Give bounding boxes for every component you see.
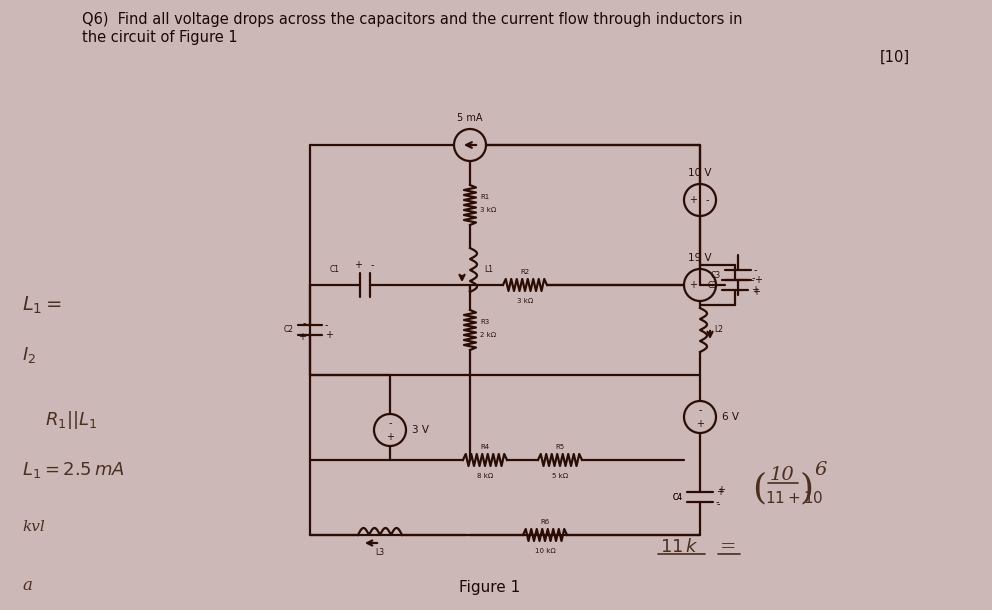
Text: $L_1=2.5\,mA$: $L_1=2.5\,mA$: [22, 460, 125, 480]
Text: R3: R3: [480, 319, 489, 325]
Text: 2 kΩ: 2 kΩ: [480, 332, 496, 338]
Text: +: +: [696, 419, 704, 429]
Text: C4: C4: [673, 492, 683, 501]
Text: -: -: [751, 275, 755, 285]
Text: -: -: [705, 280, 708, 290]
Text: +: +: [751, 285, 759, 295]
Text: 6: 6: [814, 461, 826, 479]
Text: +: +: [354, 260, 362, 270]
Text: kvl: kvl: [22, 520, 45, 534]
Text: C3: C3: [711, 270, 721, 279]
Text: L3: L3: [375, 548, 385, 557]
Text: 5 kΩ: 5 kΩ: [552, 473, 568, 479]
Text: a: a: [22, 576, 32, 594]
Text: C3: C3: [708, 281, 718, 290]
Text: +: +: [752, 287, 760, 297]
Text: 6 V: 6 V: [722, 412, 739, 422]
Text: -: -: [717, 499, 720, 509]
Text: =: =: [720, 538, 736, 556]
Text: -: -: [370, 260, 374, 270]
Text: $I_2$: $I_2$: [22, 345, 36, 365]
Text: Figure 1: Figure 1: [459, 580, 521, 595]
Text: L1: L1: [484, 265, 493, 275]
Text: $\mathit{11\,k}$: $\mathit{11\,k}$: [660, 538, 698, 556]
Text: 19 V: 19 V: [688, 253, 712, 263]
Text: 8 kΩ: 8 kΩ: [477, 473, 493, 479]
Text: 10: 10: [770, 466, 795, 484]
Text: +: +: [716, 487, 724, 497]
Text: $L_1=$: $L_1=$: [22, 295, 62, 315]
Text: -: -: [325, 320, 328, 330]
Text: -: -: [754, 265, 758, 275]
Text: 10 V: 10 V: [688, 168, 711, 178]
Text: -: -: [716, 497, 719, 507]
Text: -: -: [303, 318, 306, 328]
Text: $R_1||L_1$: $R_1||L_1$: [45, 409, 97, 431]
Text: +: +: [325, 330, 333, 340]
Text: R1: R1: [480, 194, 489, 200]
Text: 3 kΩ: 3 kΩ: [480, 207, 496, 213]
Text: C4: C4: [673, 492, 683, 501]
Text: +: +: [754, 275, 762, 285]
Text: $\mathit{11+10}$: $\mathit{11+10}$: [765, 490, 823, 506]
Text: R4: R4: [480, 444, 490, 450]
Text: -: -: [698, 405, 701, 415]
Text: ): ): [800, 471, 814, 505]
Text: -: -: [388, 418, 392, 428]
Text: the circuit of Figure 1: the circuit of Figure 1: [82, 30, 238, 45]
Text: R2: R2: [521, 269, 530, 275]
Text: +: +: [298, 332, 306, 342]
Text: [10]: [10]: [880, 50, 910, 65]
Text: Q6)  Find all voltage drops across the capacitors and the current flow through i: Q6) Find all voltage drops across the ca…: [82, 12, 742, 27]
Text: R5: R5: [556, 444, 564, 450]
Text: +: +: [386, 432, 394, 442]
Text: 3 kΩ: 3 kΩ: [517, 298, 533, 304]
Text: C2: C2: [284, 326, 294, 334]
Text: 5 mA: 5 mA: [457, 113, 483, 123]
Text: -: -: [752, 273, 756, 283]
Text: L2: L2: [714, 326, 723, 334]
Text: (: (: [752, 471, 766, 505]
Text: C1: C1: [330, 265, 340, 275]
Text: +: +: [689, 280, 697, 290]
Text: -: -: [705, 195, 708, 205]
Text: R6: R6: [541, 519, 550, 525]
Text: 3 V: 3 V: [412, 425, 429, 435]
Text: 10 kΩ: 10 kΩ: [535, 548, 556, 554]
Text: +: +: [717, 485, 725, 495]
Text: +: +: [689, 195, 697, 205]
